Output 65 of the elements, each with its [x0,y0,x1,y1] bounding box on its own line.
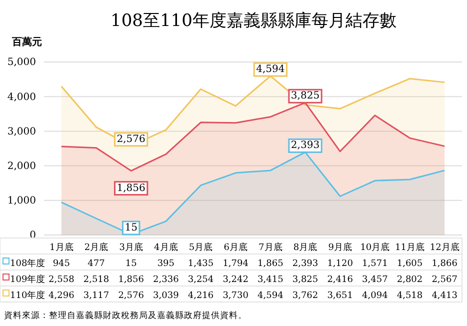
x-tick-label: 10月底 [360,242,390,253]
data-label: 1,571 [362,259,388,269]
data-label: 4,518 [396,291,423,301]
data-label: 2,558 [48,275,75,285]
data-label: 1,794 [222,259,249,269]
x-tick-label: 9月底 [328,242,352,253]
data-label: 3,651 [327,291,353,301]
annotation: 15 [124,222,138,234]
data-label: 1,865 [258,259,284,269]
data-label: 2,576 [118,291,144,301]
x-tick-label: 6月底 [224,242,248,253]
source-note: 資料來源：整理自嘉義縣財政稅務局及嘉義縣政府提供資料。 [4,310,247,321]
x-tick-label: 5月底 [188,242,213,253]
x-tick-label: 1月底 [50,242,74,253]
annotation: 4,594 [256,64,285,76]
data-label: 4,094 [362,291,388,301]
data-label: 2,518 [83,275,110,285]
data-label: 945 [52,259,70,269]
x-tick-label: 4月底 [154,242,178,253]
data-label: 395 [157,259,175,269]
data-label: 2,416 [327,275,354,285]
data-label: 3,039 [153,291,180,301]
data-label: 3,762 [292,291,318,301]
x-tick-label: 12月底 [430,242,460,253]
y-tick-label: 5,000 [7,57,36,68]
data-label: 2,393 [292,259,318,269]
x-tick-label: 8月底 [293,242,318,253]
data-label: 3,415 [258,275,284,285]
data-label: 15 [125,259,138,269]
data-label: 477 [88,259,106,269]
x-tick-label: 11月底 [395,242,424,253]
y-tick-label: 4,000 [7,92,36,103]
y-tick-label: 3,000 [7,126,36,138]
legend-label: 110年度 [10,290,46,301]
annotation: 1,856 [116,182,146,194]
data-label: 3,242 [222,275,248,285]
annotation: 2,576 [116,134,146,145]
data-label: 4,413 [432,291,458,301]
data-label: 1,856 [118,275,144,285]
data-label: 4,296 [48,291,75,301]
data-label: 1,605 [396,259,423,269]
y-tick-label: 2,000 [7,161,36,172]
data-label: 1,435 [188,259,214,269]
data-label: 3,117 [83,291,110,301]
data-label: 4,216 [188,291,214,301]
data-label: 4,594 [258,291,284,301]
y-axis-title: 百萬元 [11,36,42,48]
x-tick-label: 2月底 [84,242,108,253]
data-label: 2,567 [432,275,458,285]
x-tick-label: 3月底 [119,242,143,253]
data-label: 1,120 [327,259,354,269]
legend-label: 109年度 [10,274,46,285]
annotation: 2,393 [290,140,320,152]
x-tick-label: 7月底 [258,242,282,253]
data-label: 3,457 [362,275,388,285]
annotation: 3,825 [290,90,320,102]
data-label: 2,336 [153,275,180,285]
chart-title: 108至110年度嘉義縣縣庫每月結存數 [110,11,396,31]
data-label: 2,802 [396,275,423,285]
data-label: 3,730 [222,291,249,301]
legend-label: 108年度 [10,258,46,269]
data-label: 1,866 [432,259,458,269]
data-label: 3,825 [292,275,318,285]
y-tick-label: 1,000 [7,196,36,207]
data-label: 3,254 [188,275,214,285]
